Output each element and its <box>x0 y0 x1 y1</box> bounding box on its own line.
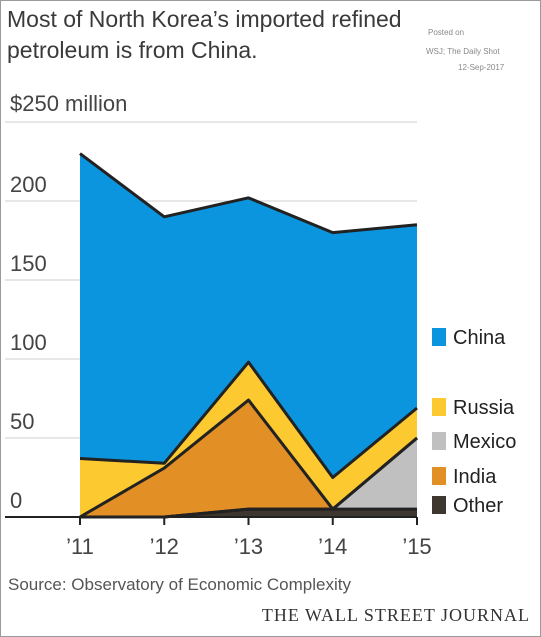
legend-label-india: India <box>453 466 497 488</box>
legend-swatch-russia <box>432 398 446 416</box>
posted-note: Posted on WSJ; The Daily Shot 12-Sep-201… <box>426 28 538 72</box>
publisher-logo: THE WALL STREET JOURNAL <box>261 605 530 625</box>
area-china <box>80 153 417 478</box>
posted-date-text: 12-Sep-2017 <box>458 63 505 72</box>
outline-russia <box>79 360 418 479</box>
legend-label-russia: Russia <box>453 397 515 419</box>
posted-on-text: Posted on <box>428 28 465 37</box>
legend-swatch-china <box>432 328 446 346</box>
x-tick-label-4: ’15 <box>402 534 431 559</box>
y-tick-label-100: 100 <box>10 330 47 355</box>
legend-swatch-other <box>432 496 446 514</box>
y-tick-label-150: 150 <box>10 251 47 276</box>
outline-china <box>79 152 418 235</box>
chart-title: Most of North Korea’s imported refined p… <box>7 6 402 63</box>
x-tick-label-3: ’14 <box>318 534 347 559</box>
y-tick-label-50: 50 <box>10 409 34 434</box>
y-tick-label-0: 0 <box>10 488 22 513</box>
legend: China Russia Mexico India Other <box>432 327 516 517</box>
x-tick-label-0: ’11 <box>66 534 94 559</box>
legend-label-other: Other <box>453 495 503 517</box>
y-axis-ticks: 0 50 100 150 200 $250 million <box>10 91 127 513</box>
series-outlines <box>5 152 418 519</box>
x-tick-label-1: ’12 <box>150 534 179 559</box>
legend-swatch-mexico <box>432 432 446 450</box>
legend-label-china: China <box>453 327 506 349</box>
area-other <box>80 509 417 517</box>
y-axis-unit-label: $250 million <box>10 91 127 116</box>
legend-label-mexico: Mexico <box>453 431 516 453</box>
x-axis-ticks: ’11 ’12 ’13 ’14 ’15 <box>66 517 432 559</box>
area-india <box>80 400 417 517</box>
outline-india <box>79 398 418 519</box>
y-tick-label-200: 200 <box>10 172 47 197</box>
source-note: Source: Observatory of Economic Complexi… <box>8 575 351 594</box>
x-tick-label-2: ’13 <box>234 534 263 559</box>
posted-by-text: WSJ; The Daily Shot <box>426 47 500 56</box>
legend-swatch-india <box>432 467 446 485</box>
